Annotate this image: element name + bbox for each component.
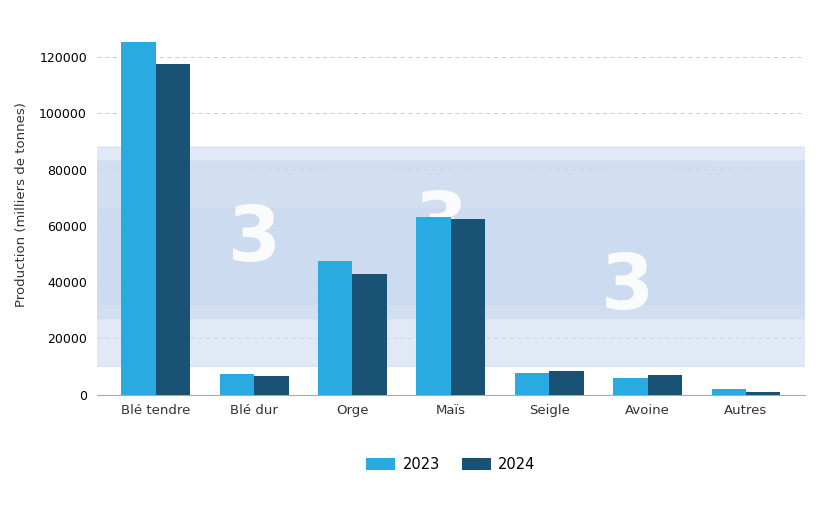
Polygon shape [0, 161, 819, 318]
Bar [549, 372, 583, 394]
Bar [156, 64, 190, 394]
Bar [318, 261, 352, 394]
Bar [647, 375, 681, 394]
Text: 3: 3 [414, 189, 467, 263]
Legend: 2023, 2024: 2023, 2024 [360, 451, 541, 478]
Bar [711, 389, 745, 394]
Y-axis label: Production (milliers de tonnes): Production (milliers de tonnes) [15, 102, 28, 307]
Bar [613, 378, 647, 394]
Text: 3: 3 [600, 251, 654, 325]
Bar [254, 376, 288, 394]
Bar [745, 392, 780, 394]
Bar [219, 374, 254, 394]
Bar [450, 219, 485, 394]
Bar [352, 274, 387, 394]
Polygon shape [0, 147, 819, 305]
Bar [514, 373, 549, 394]
Bar [416, 218, 450, 394]
Bar [121, 42, 156, 394]
Text: 3: 3 [227, 203, 280, 277]
Polygon shape [0, 209, 819, 366]
